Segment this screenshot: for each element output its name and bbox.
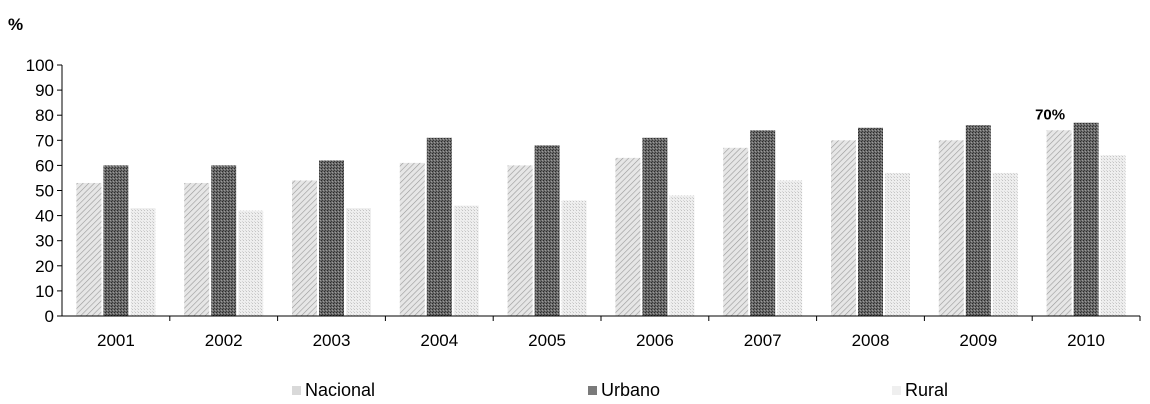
bar-rural-2010 bbox=[1100, 155, 1126, 316]
bar-nacional-2010 bbox=[1046, 130, 1072, 316]
legend-item-rural: Rural bbox=[892, 380, 948, 401]
y-tick-label: 10 bbox=[35, 282, 54, 301]
bar-urbano-2003 bbox=[319, 160, 344, 316]
y-tick-label: 50 bbox=[35, 182, 54, 201]
bar-rural-2008 bbox=[885, 172, 910, 316]
bar-rural-2003 bbox=[346, 208, 371, 316]
bar-urbano-2005 bbox=[534, 145, 560, 316]
bar-urbano-2001 bbox=[103, 165, 129, 316]
legend-label-nacional: Nacional bbox=[305, 380, 376, 400]
x-tick-label: 2003 bbox=[313, 331, 351, 350]
y-tick-label: 40 bbox=[35, 207, 54, 226]
bar-nacional-2002 bbox=[184, 182, 210, 316]
bar-urbano-2004 bbox=[426, 137, 452, 316]
x-tick-label: 2001 bbox=[97, 331, 135, 350]
bar-nacional-2004 bbox=[399, 162, 425, 316]
bar-nacional-2001 bbox=[76, 182, 102, 316]
bar-rural-2009 bbox=[992, 172, 1018, 316]
legend-swatch-rural bbox=[892, 386, 901, 395]
bar-urbano-2002 bbox=[211, 165, 237, 316]
y-tick-label: 60 bbox=[35, 156, 54, 175]
x-tick-label: 2005 bbox=[528, 331, 566, 350]
y-tick-label: 100 bbox=[26, 56, 54, 75]
x-axis: 2001 2002 2003 2004 2005 2006 2007 2008 2009 2010 bbox=[97, 316, 1141, 350]
legend-swatch-urbano bbox=[588, 386, 597, 395]
bar-urbano-2008 bbox=[858, 127, 883, 316]
bar-urbano-2007 bbox=[750, 130, 776, 316]
bar-rural-2001 bbox=[130, 208, 156, 316]
bar-rural-2005 bbox=[561, 200, 587, 316]
legend-item-nacional: Nacional bbox=[292, 380, 375, 401]
bar-nacional-2003 bbox=[292, 180, 317, 316]
x-tick-label: 2002 bbox=[205, 331, 243, 350]
bar-nacional-2006 bbox=[615, 157, 641, 316]
annotation-label: 70% bbox=[1035, 107, 1065, 124]
y-tick-label: 20 bbox=[35, 257, 54, 276]
y-axis-unit: % bbox=[8, 15, 23, 34]
legend-swatch-nacional bbox=[292, 386, 301, 395]
y-tick-label: 80 bbox=[35, 106, 54, 125]
bars bbox=[76, 122, 1126, 317]
x-tick-label: 2009 bbox=[959, 331, 997, 350]
bar-rural-2004 bbox=[453, 205, 479, 316]
x-tick-label: 2008 bbox=[852, 331, 890, 350]
y-axis: 0 10 20 30 40 50 60 70 80 90 100 bbox=[26, 56, 62, 326]
bar-urbano-2010 bbox=[1073, 122, 1099, 316]
legend-item-urbano: Urbano bbox=[588, 380, 660, 401]
bar-nacional-2008 bbox=[831, 140, 856, 316]
x-tick-label: 2010 bbox=[1067, 331, 1105, 350]
bar-rural-2006 bbox=[669, 195, 695, 316]
bar-urbano-2006 bbox=[642, 137, 668, 316]
x-tick-label: 2007 bbox=[744, 331, 782, 350]
x-tick-label: 2006 bbox=[636, 331, 674, 350]
bar-rural-2002 bbox=[238, 210, 264, 316]
bar-nacional-2009 bbox=[938, 140, 964, 316]
bar-nacional-2007 bbox=[723, 147, 749, 316]
y-tick-label: 90 bbox=[35, 81, 54, 100]
y-tick-label: 0 bbox=[45, 307, 54, 326]
annotations: 70% bbox=[1035, 107, 1065, 124]
bar-nacional-2005 bbox=[507, 165, 533, 316]
x-tick-label: 2004 bbox=[420, 331, 458, 350]
legend-label-rural: Rural bbox=[905, 380, 949, 400]
bar-rural-2007 bbox=[777, 180, 803, 316]
y-tick-label: 70 bbox=[35, 131, 54, 150]
bar-urbano-2009 bbox=[965, 125, 991, 317]
y-tick-label: 30 bbox=[35, 232, 54, 251]
legend-label-urbano: Urbano bbox=[601, 380, 661, 400]
